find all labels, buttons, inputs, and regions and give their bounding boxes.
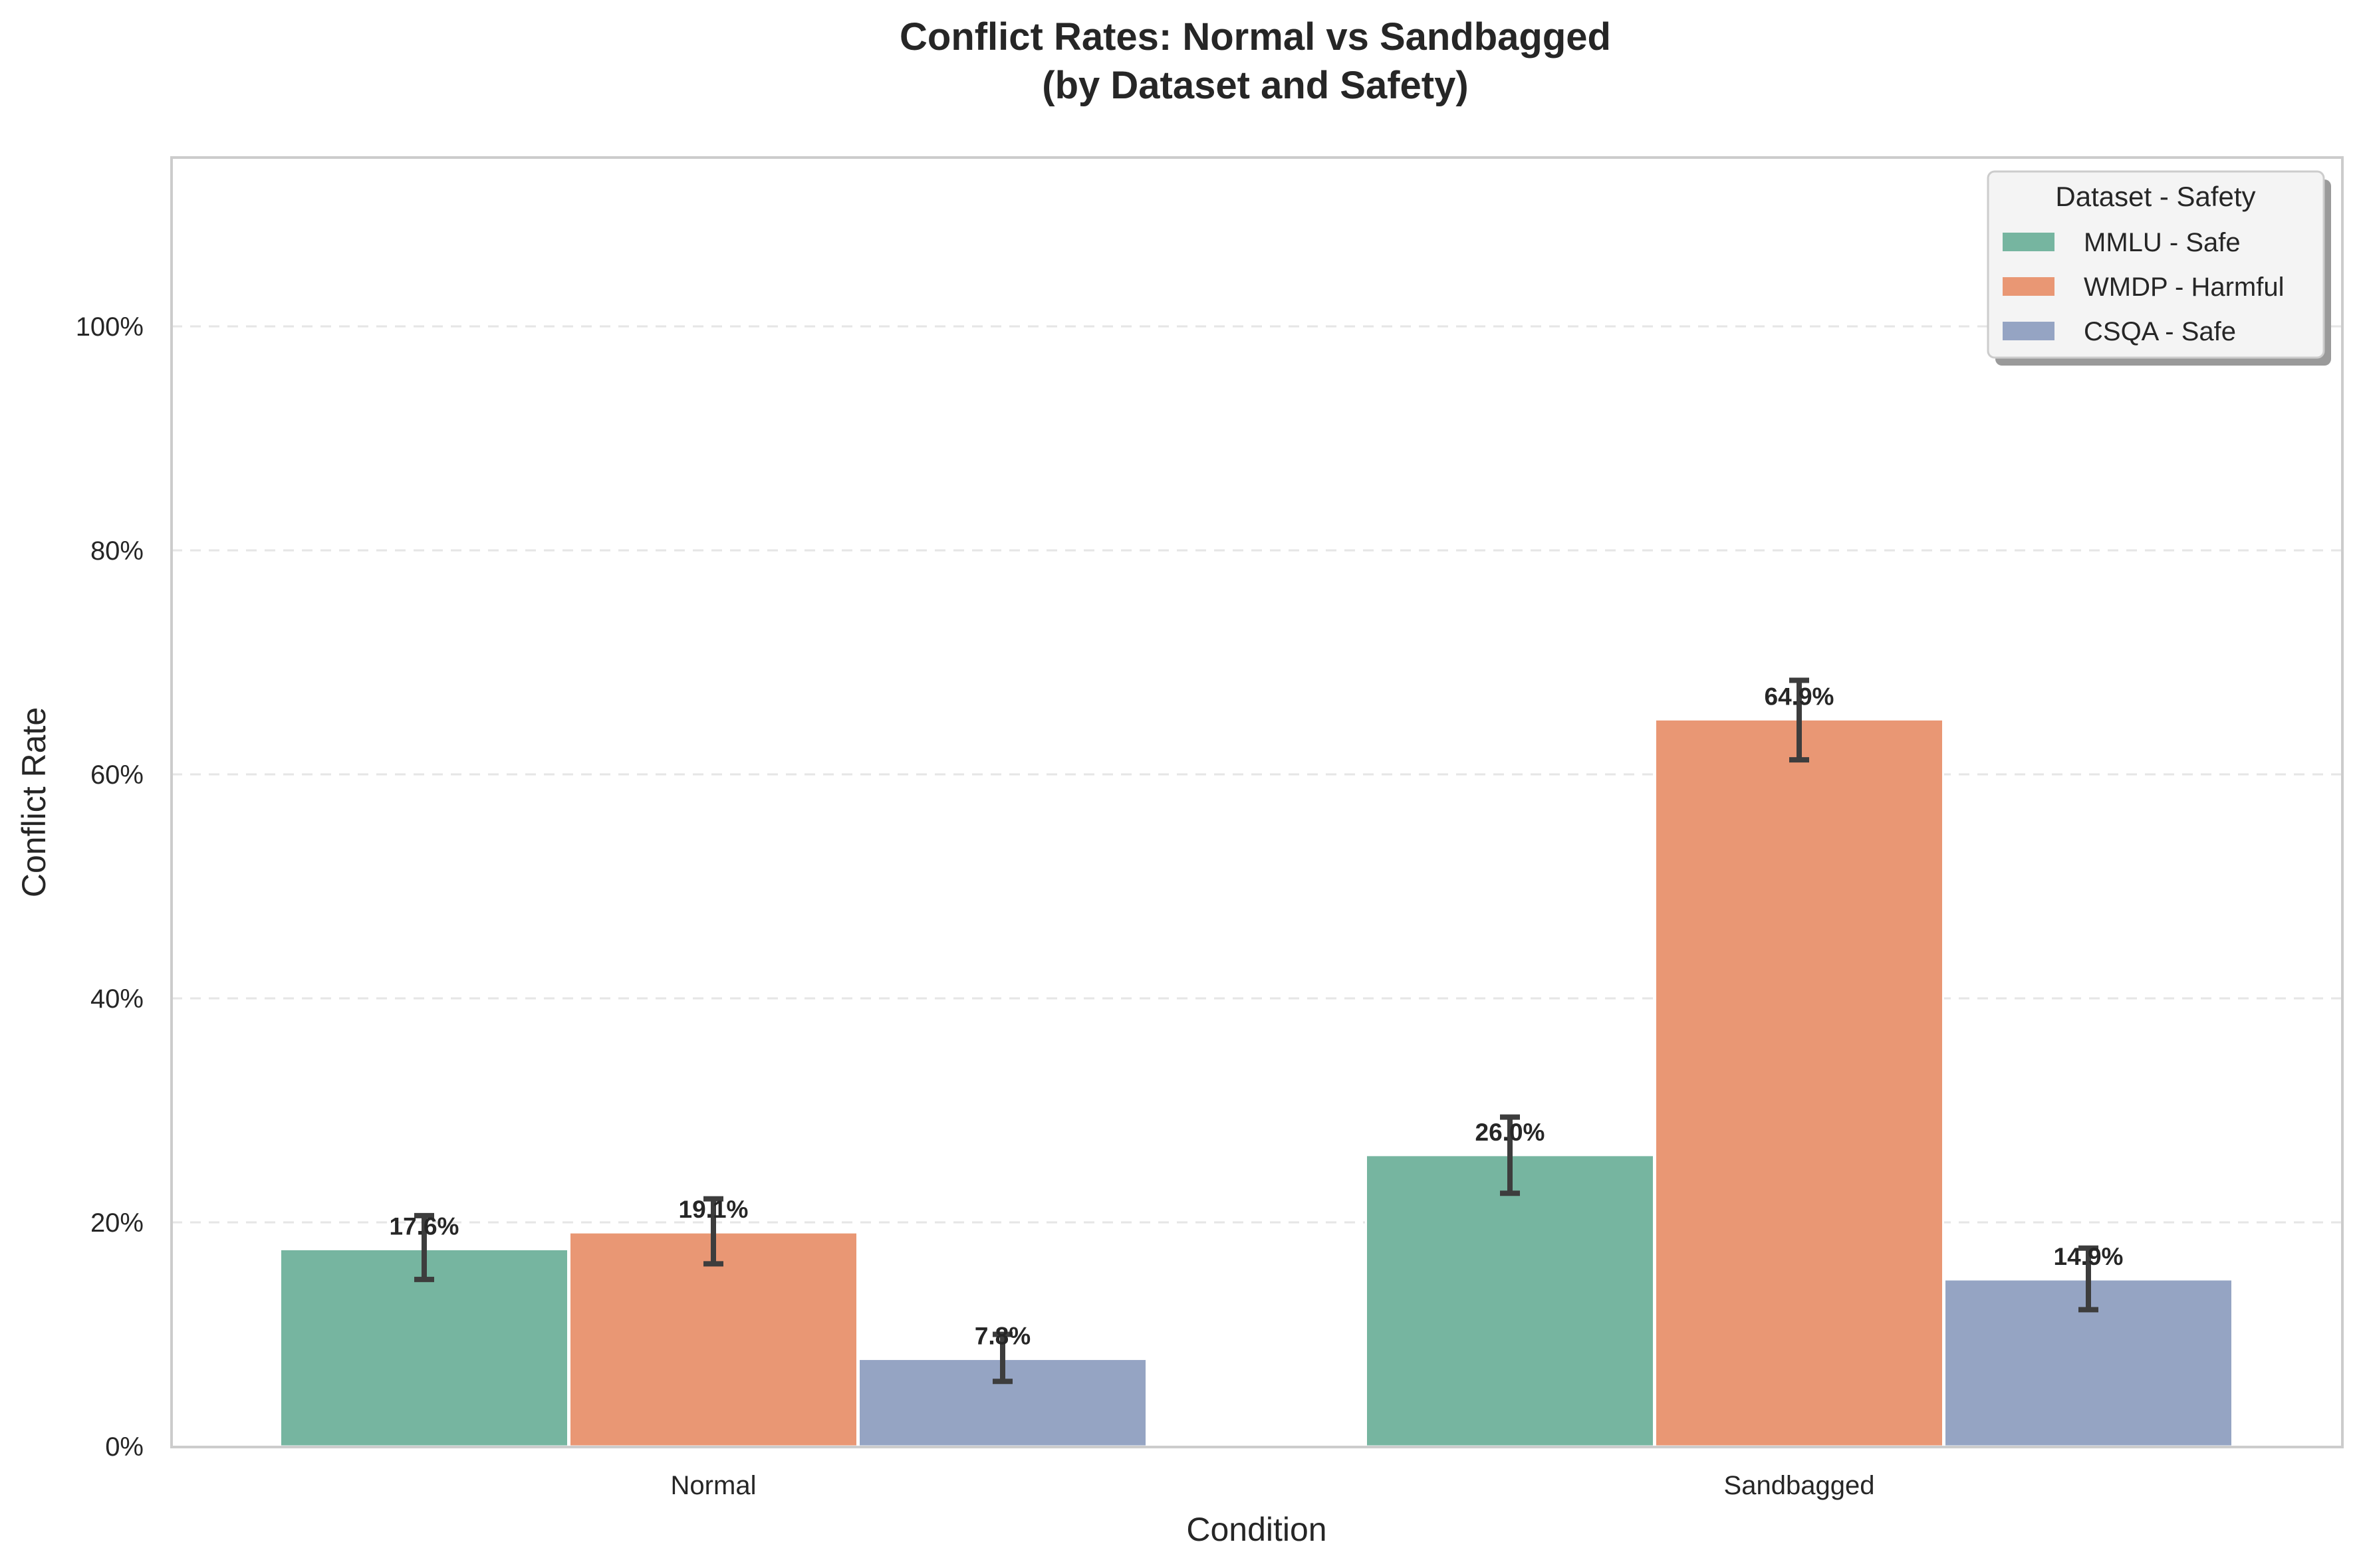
- data-label: 26.0%: [1475, 1119, 1545, 1146]
- y-tick-label: 100%: [76, 312, 144, 342]
- bar: [1365, 1154, 1655, 1448]
- legend-box: [1987, 170, 2325, 359]
- data-label: 14.9%: [2054, 1243, 2124, 1270]
- legend-label: WMDP - Harmful: [2084, 273, 2284, 302]
- y-tick-label: 0%: [105, 1432, 144, 1462]
- legend-items: MMLU - Safe WMDP - Harmful CSQA - Safe: [2003, 228, 2284, 346]
- bars: [279, 718, 2233, 1448]
- x-tick-label: Normal: [671, 1471, 757, 1500]
- x-tick-label: Sandbagged: [1724, 1471, 1875, 1500]
- bar: [1654, 718, 1944, 1448]
- legend-label: MMLU - Safe: [2084, 228, 2241, 257]
- y-axis-label: Conflict Rate: [15, 707, 53, 897]
- data-label: 19.1%: [679, 1196, 749, 1223]
- error-bars: [414, 677, 2098, 1385]
- legend-label: CSQA - Safe: [2084, 317, 2236, 346]
- y-tick-label: 80%: [90, 536, 144, 566]
- x-axis-ticks: Normal Sandbagged: [671, 1471, 1875, 1500]
- y-axis-ticks: 0% 20% 40% 60% 80% 100%: [76, 312, 144, 1462]
- data-labels: 17.6% 26.0% 19.1% 64.9% 7.8% 14.9%: [390, 683, 2124, 1349]
- legend-swatch: [2003, 277, 2054, 296]
- data-label: 17.6%: [390, 1212, 459, 1240]
- grid-lines: [172, 325, 2342, 1224]
- legend-swatch: [2003, 322, 2054, 340]
- legend-title: Dataset - Safety: [2055, 181, 2255, 212]
- legend-swatch: [2003, 233, 2054, 251]
- legend: Dataset - Safety MMLU - Safe WMDP - Harmf…: [1987, 170, 2331, 366]
- chart-title-line2: (by Dataset and Safety): [1042, 64, 1468, 107]
- y-tick-label: 60%: [90, 760, 144, 790]
- data-label: 7.8%: [975, 1323, 1031, 1350]
- y-tick-label: 40%: [90, 984, 144, 1014]
- plot-frame: [170, 156, 2344, 1448]
- data-label: 64.9%: [1765, 683, 1834, 710]
- y-tick-label: 20%: [90, 1208, 144, 1238]
- chart-title-line1: Conflict Rates: Normal vs Sandbagged: [900, 15, 1611, 58]
- x-axis-label: Condition: [1186, 1511, 1326, 1548]
